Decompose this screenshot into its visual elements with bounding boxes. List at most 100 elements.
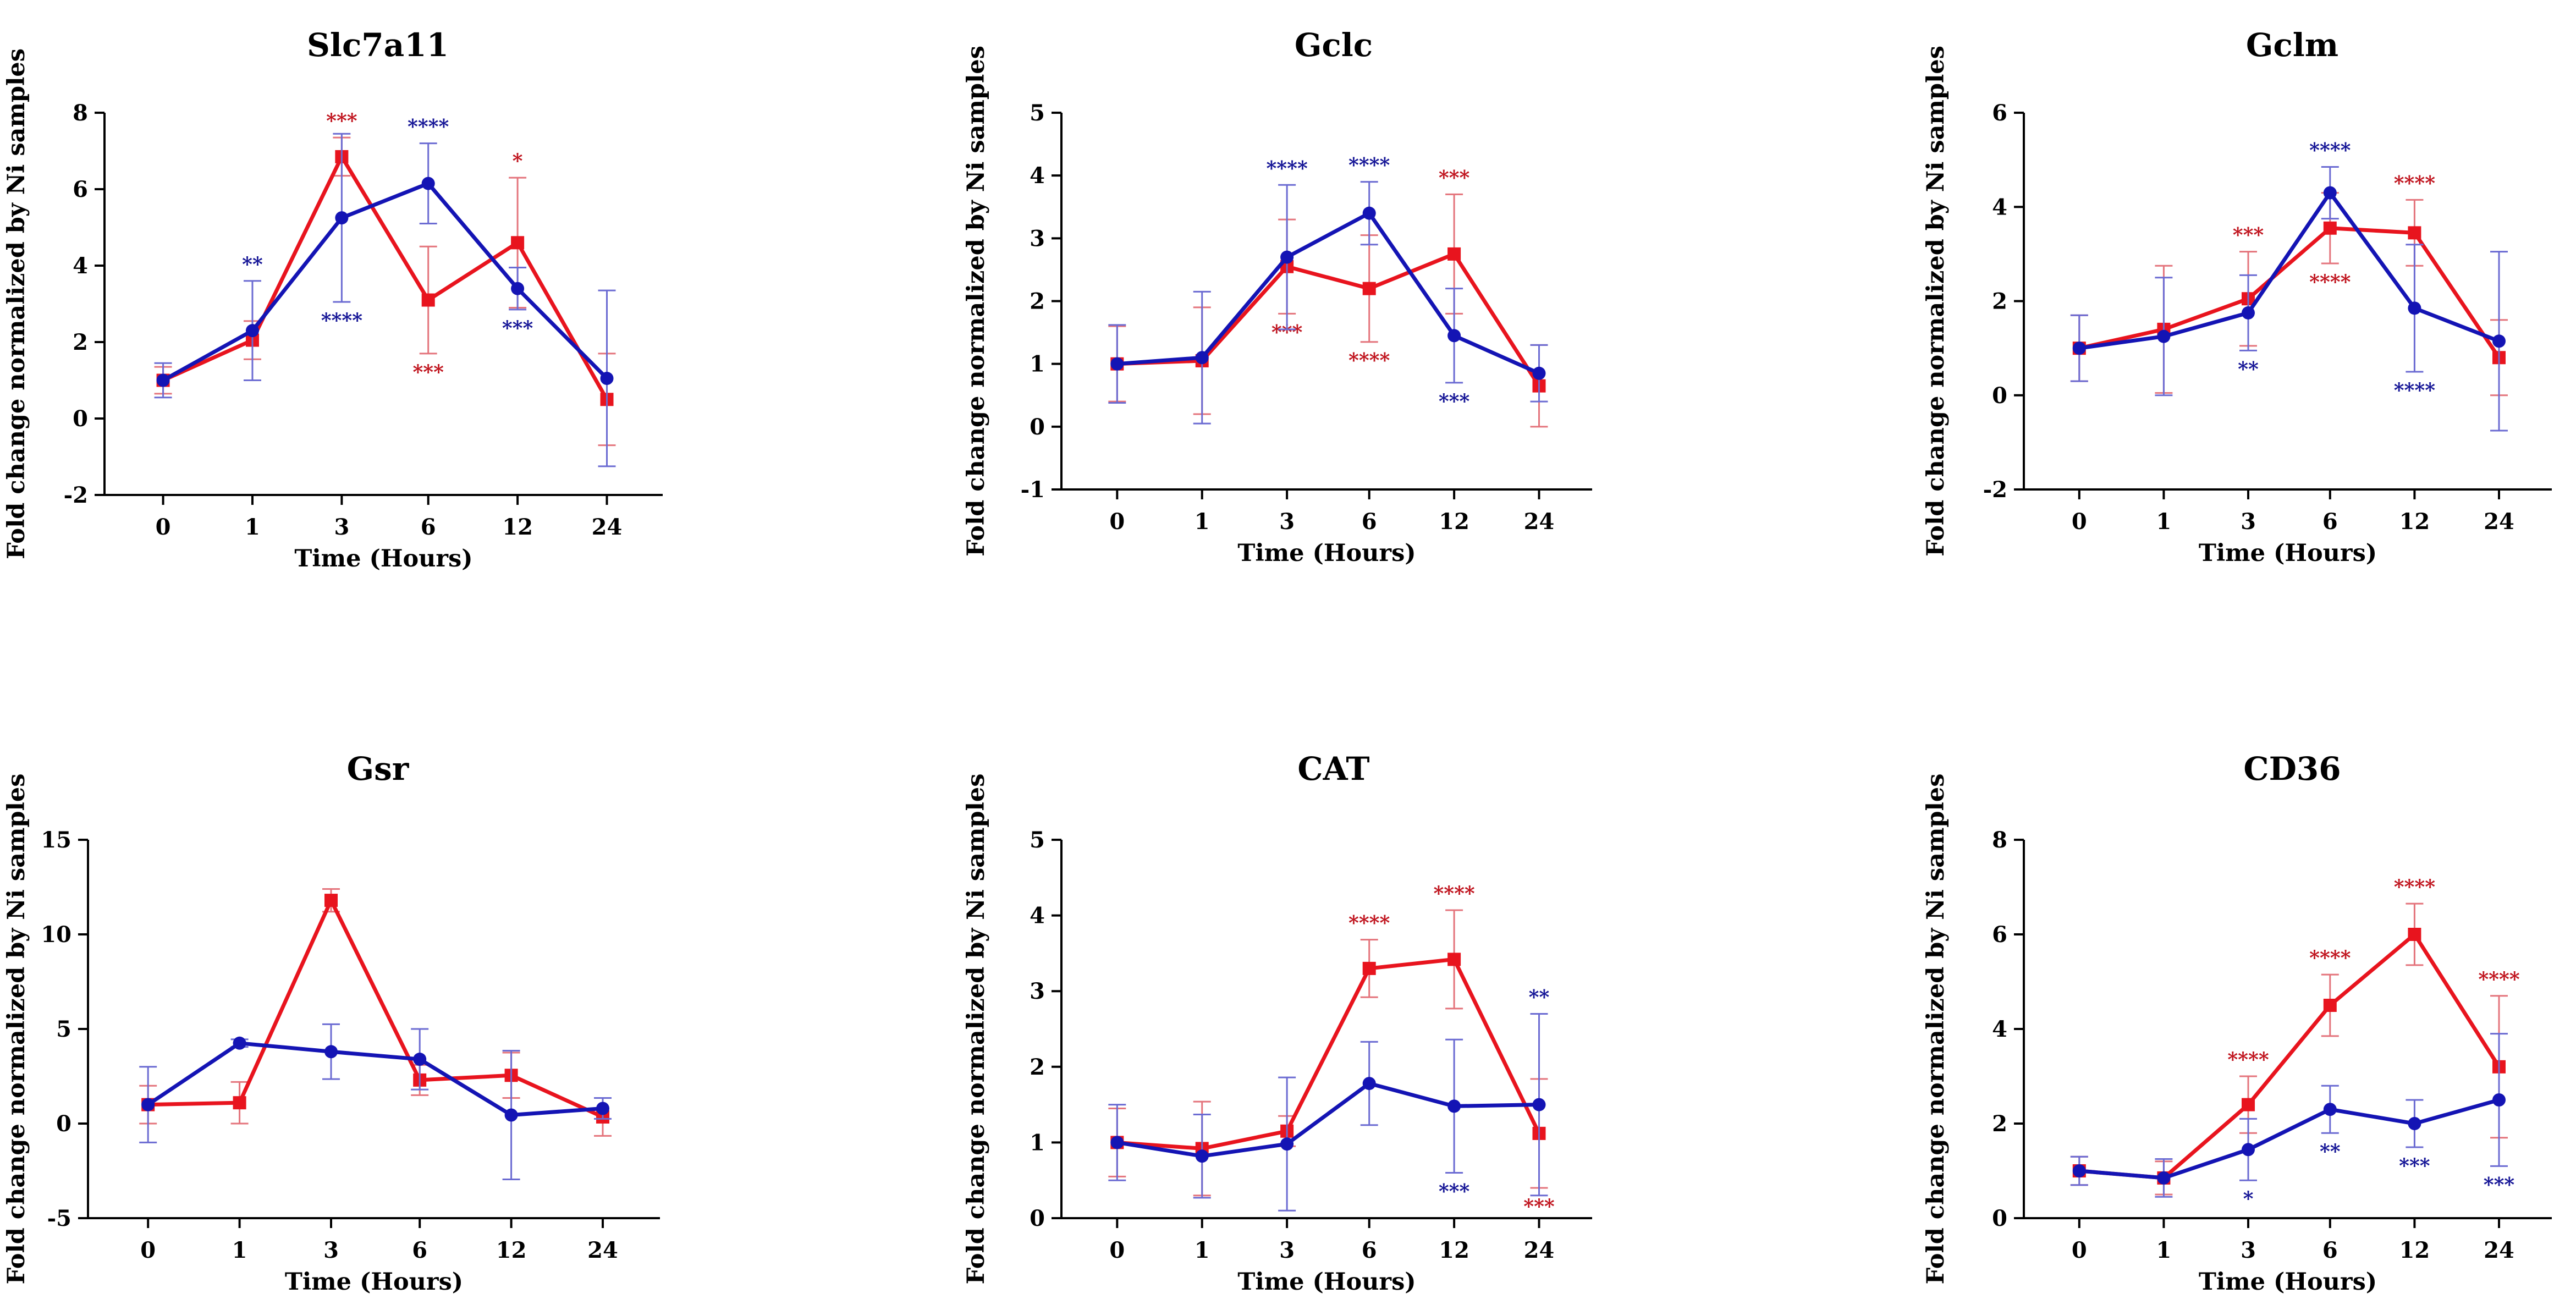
data-point-blue	[1110, 357, 1124, 371]
data-point-blue	[2242, 1143, 2255, 1157]
y-tick-label: 4	[1030, 163, 1045, 189]
data-point-red	[1447, 953, 1461, 966]
data-point-red	[421, 293, 435, 307]
significance-label: ****	[2394, 379, 2435, 402]
x-tick-label: 0	[1109, 509, 1125, 535]
series-line-red	[2079, 932, 2501, 1180]
x-tick-label: 12	[502, 514, 533, 540]
significance-label: ****	[408, 115, 449, 139]
y-tick-label: 1	[1030, 351, 1045, 377]
x-tick-label: 3	[1279, 1237, 1295, 1263]
significance-label: ***	[1439, 390, 1470, 413]
data-point-blue	[600, 372, 614, 386]
x-tick-label: 3	[334, 514, 349, 540]
y-axis-label: Fold change normalized by Ni samples	[962, 774, 990, 1285]
series-line-red	[148, 898, 604, 1119]
data-point-blue	[2157, 1171, 2171, 1185]
data-point-blue	[2323, 1103, 2337, 1116]
series-line-blue	[2079, 191, 2500, 350]
x-tick-label: 12	[496, 1237, 527, 1263]
significance-label: ***	[502, 317, 533, 340]
data-point-blue	[2157, 329, 2171, 343]
y-tick-label: 2	[1030, 289, 1045, 315]
y-tick-label: 10	[41, 922, 71, 948]
data-point-red	[233, 1096, 246, 1110]
x-tick-label: 24	[1524, 509, 1555, 535]
significance-label: **	[2238, 357, 2259, 381]
chart-title: Slc7a11	[307, 26, 449, 64]
y-tick-label: 2	[1030, 1054, 1045, 1080]
significance-label: ***	[2484, 1173, 2515, 1196]
significance-label: *	[2243, 1187, 2254, 1210]
data-point-blue	[1362, 206, 1376, 220]
x-tick-label: 0	[1109, 1237, 1125, 1263]
y-tick-label: -5	[47, 1206, 71, 1231]
y-axis-label: Fold change normalized by Ni samples	[962, 46, 990, 557]
x-tick-label: 12	[2399, 1237, 2430, 1263]
x-tick-label: 0	[2072, 509, 2087, 535]
chart-title: CD36	[2243, 750, 2341, 788]
data-point-blue	[504, 1108, 518, 1122]
chart-title: Gclm	[2246, 26, 2338, 64]
x-tick-label: 3	[2241, 1237, 2256, 1263]
x-tick-label: 0	[2072, 1237, 2087, 1263]
significance-label: ***	[2233, 224, 2264, 247]
significance-label: ****	[2309, 271, 2351, 294]
data-point-blue	[2323, 186, 2337, 200]
data-point-blue	[413, 1053, 427, 1066]
data-point-blue	[1280, 1137, 1294, 1151]
y-tick-label: 3	[1030, 978, 1045, 1004]
chart-title: Gsr	[347, 750, 410, 788]
data-point-blue	[2492, 334, 2506, 348]
chart-title: CAT	[1297, 750, 1369, 788]
y-tick-label: 5	[56, 1016, 71, 1042]
y-tick-label: 4	[1992, 194, 2007, 220]
y-axis-label: Fold change normalized by Ni samples	[3, 48, 30, 559]
data-point-blue	[245, 324, 259, 338]
significance-label: ****	[1266, 157, 1307, 180]
data-point-blue	[156, 373, 170, 387]
data-point-red	[1362, 961, 1376, 975]
y-axis-label: Fold change normalized by Ni samples	[1922, 46, 1950, 557]
significance-label: ****	[2309, 946, 2351, 970]
y-tick-label: 4	[1030, 903, 1045, 929]
x-tick-label: 6	[412, 1237, 427, 1263]
x-axis-label: Time (Hours)	[2199, 1268, 2377, 1296]
series-line-blue	[2079, 1098, 2500, 1180]
data-point-red	[2323, 999, 2337, 1012]
x-tick-label: 6	[421, 514, 436, 540]
data-point-red	[1362, 282, 1376, 295]
y-tick-label: 6	[1992, 100, 2007, 126]
data-point-blue	[324, 1045, 338, 1059]
data-point-blue	[1110, 1136, 1124, 1149]
data-point-blue	[511, 282, 525, 295]
y-tick-label: 0	[1992, 383, 2007, 409]
data-point-blue	[2072, 1164, 2086, 1177]
x-tick-label: 1	[1195, 1237, 1210, 1263]
x-tick-label: 1	[232, 1237, 247, 1263]
data-point-blue	[421, 177, 435, 190]
data-point-blue	[2408, 301, 2421, 315]
data-point-blue	[2408, 1117, 2421, 1130]
y-tick-label: 2	[1992, 289, 2007, 315]
x-tick-label: 12	[2399, 509, 2430, 535]
significance-label: ****	[2227, 1048, 2269, 1071]
significance-label: ****	[321, 309, 362, 332]
y-tick-label: -2	[1983, 477, 2007, 503]
x-tick-label: 3	[2241, 509, 2256, 535]
y-tick-label: 8	[1992, 827, 2007, 853]
significance-label: ****	[2309, 139, 2351, 162]
data-point-red	[1447, 247, 1461, 261]
series-line-red	[1117, 957, 1541, 1151]
significance-label: **	[1529, 986, 1550, 1009]
y-tick-label: 2	[73, 329, 88, 355]
series-line-blue	[1116, 1081, 1539, 1158]
y-tick-label: 0	[1992, 1206, 2007, 1231]
y-tick-label: 4	[1992, 1016, 2007, 1042]
x-tick-label: 1	[1195, 509, 1210, 535]
data-point-red	[2323, 221, 2337, 235]
x-tick-label: 0	[156, 514, 171, 540]
x-tick-label: 24	[2484, 509, 2514, 535]
data-point-blue	[2492, 1093, 2506, 1107]
series-line-blue	[1117, 211, 1540, 375]
